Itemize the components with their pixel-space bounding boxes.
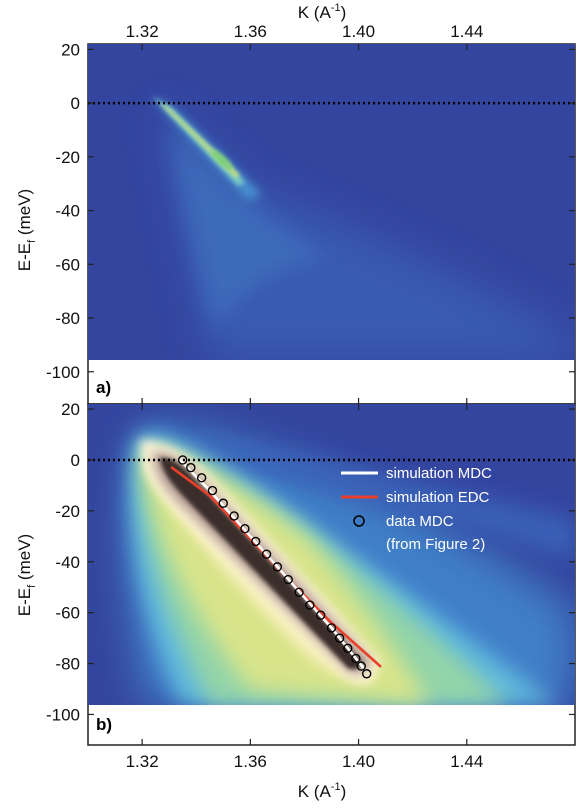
panel-b-label: b)	[96, 715, 112, 734]
y-tick-label: 0	[71, 451, 80, 470]
panel-a-label: a)	[96, 378, 111, 397]
data-mdc-point	[283, 574, 293, 585]
data-mdc-point	[196, 473, 207, 483]
panel-b: simulation MDC simulation EDC data MDC (…	[15, 400, 576, 801]
y-tick-label: -20	[55, 502, 80, 521]
panel-a-diffuse-glow	[160, 105, 575, 360]
data-mdc-point	[251, 536, 261, 547]
panel-b-y-axis-title: E-Ef (meV)	[15, 534, 38, 616]
panel-a-heatmap	[88, 44, 575, 360]
legend-marker-data-mdc	[353, 515, 365, 527]
data-mdc-point	[351, 653, 361, 664]
data-mdc-point	[356, 661, 366, 671]
data-mdc-point	[315, 610, 326, 620]
x-tick-label: 1.32	[126, 22, 159, 41]
panel-a-ticks	[88, 44, 575, 404]
x-tick-label: 1.40	[342, 752, 375, 771]
panel-a-top-x-axis: K (A-1) 1.32 1.36 1.40 1.44	[126, 2, 484, 41]
y-tick-label: 20	[61, 400, 80, 419]
y-tick-label: -80	[55, 655, 80, 674]
data-mdc-point	[361, 669, 372, 679]
y-tick-label: -40	[55, 553, 80, 572]
panel-a-diffuse-glow-2	[170, 120, 330, 330]
panel-b-upper-wing	[190, 440, 575, 560]
data-mdc-point	[272, 562, 283, 572]
panel-b-empty-region	[89, 705, 574, 744]
data-mdc-point	[334, 633, 345, 643]
panel-a: K (A-1) 1.32 1.36 1.40 1.44 20 0 -20 -40 -60 -80…	[15, 2, 576, 405]
panel-b-series	[170, 455, 382, 679]
x-tick-label: 1.36	[234, 752, 267, 771]
legend-label-source: (from Figure 2)	[386, 536, 485, 553]
x-tick-label: 1.44	[450, 22, 483, 41]
panel-a-empty-region	[89, 360, 574, 403]
data-mdc-point	[305, 600, 315, 610]
y-tick-label: -60	[55, 604, 80, 623]
x-tick-label: 1.36	[234, 22, 267, 41]
data-mdc-point	[261, 549, 272, 559]
panel-b-heatmap	[88, 404, 575, 705]
y-tick-label: 20	[61, 40, 80, 59]
x-tick-label: 1.44	[450, 752, 483, 771]
legend: simulation MDC simulation EDC data MDC (…	[341, 465, 492, 553]
panel-b-dark-core	[160, 457, 362, 670]
x-tick-label: 1.32	[126, 752, 159, 771]
legend-label-simulation-mdc: simulation MDC	[386, 465, 492, 482]
data-mdc-point	[294, 587, 304, 598]
y-tick-label: -40	[55, 202, 80, 221]
data-mdc-point	[229, 511, 239, 521]
y-tick-label: 0	[71, 94, 80, 113]
data-mdc-point	[207, 485, 218, 496]
panel-a-y-axis-title: E-Ef (meV)	[15, 189, 38, 271]
panel-a-band-hotspot	[211, 150, 233, 170]
y-tick-label: -80	[55, 309, 80, 328]
data-mdc-point	[186, 462, 196, 473]
y-tick-label: -100	[46, 363, 80, 382]
y-tick-label: -60	[55, 255, 80, 274]
data-mdc-point	[326, 623, 337, 633]
panel-b-x-axis-title: K (A-1)	[298, 781, 347, 801]
legend-label-data-mdc: data MDC	[386, 513, 454, 530]
data-mdc-point	[240, 523, 250, 534]
panel-b-ticks	[88, 404, 575, 745]
y-tick-label: -100	[46, 705, 80, 724]
legend-label-simulation-edc: simulation EDC	[386, 489, 490, 506]
panel-a-x-axis-title: K (A-1)	[298, 2, 347, 22]
x-tick-label: 1.40	[342, 22, 375, 41]
data-mdc-point	[177, 455, 188, 465]
data-mdc-point	[343, 643, 353, 653]
y-tick-label: -20	[55, 148, 80, 167]
data-mdc-point	[218, 498, 228, 508]
